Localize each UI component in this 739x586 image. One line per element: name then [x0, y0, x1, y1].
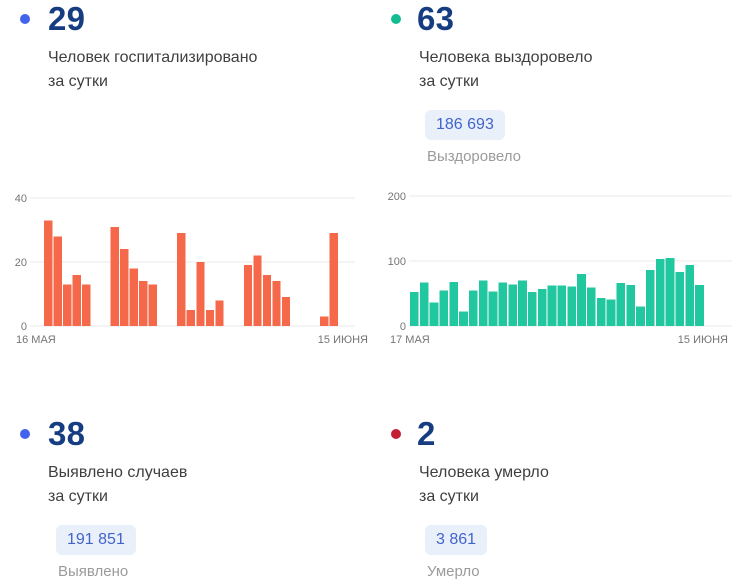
detected-title-line1: Выявлено случаев [48, 464, 188, 481]
card-hospitalized: 29 Человек госпитализировано за сутки 0 2… [0, 0, 369, 415]
died-title: Человека умерло за сутки [419, 461, 549, 509]
card-detected: 38 Выявлено случаев за сутки 191 851 Выя… [0, 415, 369, 586]
recovered-title: Человека выздоровело за сутки [419, 46, 592, 94]
detected-total-badge: 191 851 [56, 525, 136, 555]
svg-text:0: 0 [21, 321, 27, 333]
recovered-total-badge: 186 693 [425, 110, 505, 140]
hospitalized-title-line1: Человек госпитализировано [48, 49, 258, 66]
svg-text:200: 200 [388, 191, 406, 203]
died-title-line2: за сутки [419, 488, 479, 505]
recovered-total-label: Выздоровело [427, 148, 522, 165]
svg-text:0: 0 [400, 321, 406, 333]
card-died: 2 Человека умерло за сутки 3 861 Умерло [369, 415, 739, 586]
detected-dot-icon [20, 429, 30, 439]
recovered-dot-icon [391, 14, 401, 24]
svg-text:100: 100 [388, 256, 406, 268]
svg-text:16 МАЯ: 16 МАЯ [16, 334, 56, 346]
recovered-title-line1: Человека выздоровело [419, 49, 593, 66]
recovered-bar-chart[interactable]: 0 100 200 17 МАЯ 15 ИЮНЯ [385, 190, 739, 355]
hospitalized-daily-value: 29 [48, 0, 86, 37]
detected-total-label: Выявлено [58, 563, 129, 580]
detected-title: Выявлено случаев за сутки [48, 461, 187, 509]
died-dot-icon [391, 429, 401, 439]
hospitalized-title: Человек госпитализировано за сутки [48, 46, 257, 94]
card-recovered: 63 Человека выздоровело за сутки 186 693… [369, 0, 739, 415]
hospitalized-dot-icon [20, 14, 30, 24]
svg-text:15 ИЮНЯ: 15 ИЮНЯ [678, 334, 728, 346]
died-daily-value: 2 [417, 415, 436, 452]
died-total-badge: 3 861 [425, 525, 488, 555]
recovered-daily-value: 63 [417, 0, 455, 37]
died-total-label: Умерло [427, 563, 480, 580]
svg-text:17 МАЯ: 17 МАЯ [390, 334, 430, 346]
hospitalized-bar-chart[interactable]: 0 20 40 16 МАЯ 15 ИЮНЯ [14, 190, 369, 355]
svg-text:20: 20 [15, 257, 27, 269]
died-title-line1: Человека умерло [419, 464, 549, 481]
svg-text:40: 40 [15, 193, 27, 205]
svg-text:15 ИЮНЯ: 15 ИЮНЯ [318, 334, 368, 346]
detected-title-line2: за сутки [48, 488, 108, 505]
hospitalized-title-line2: за сутки [48, 73, 108, 90]
recovered-title-line2: за сутки [419, 73, 479, 90]
detected-daily-value: 38 [48, 415, 86, 452]
